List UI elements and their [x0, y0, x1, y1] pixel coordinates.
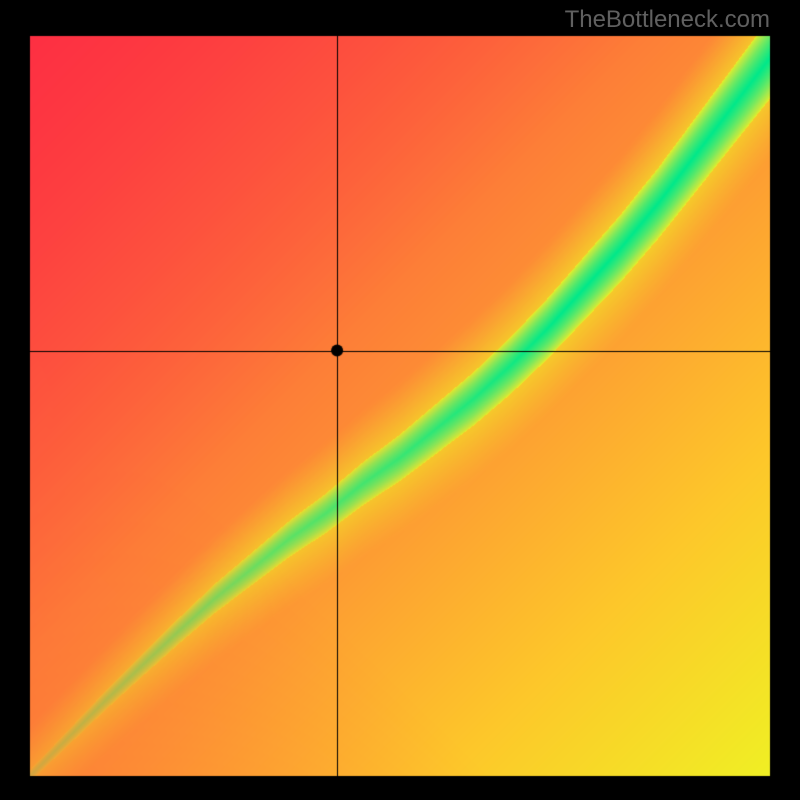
chart-container: TheBottleneck.com — [0, 0, 800, 800]
watermark-text: TheBottleneck.com — [565, 6, 770, 34]
bottleneck-heatmap — [0, 0, 800, 800]
